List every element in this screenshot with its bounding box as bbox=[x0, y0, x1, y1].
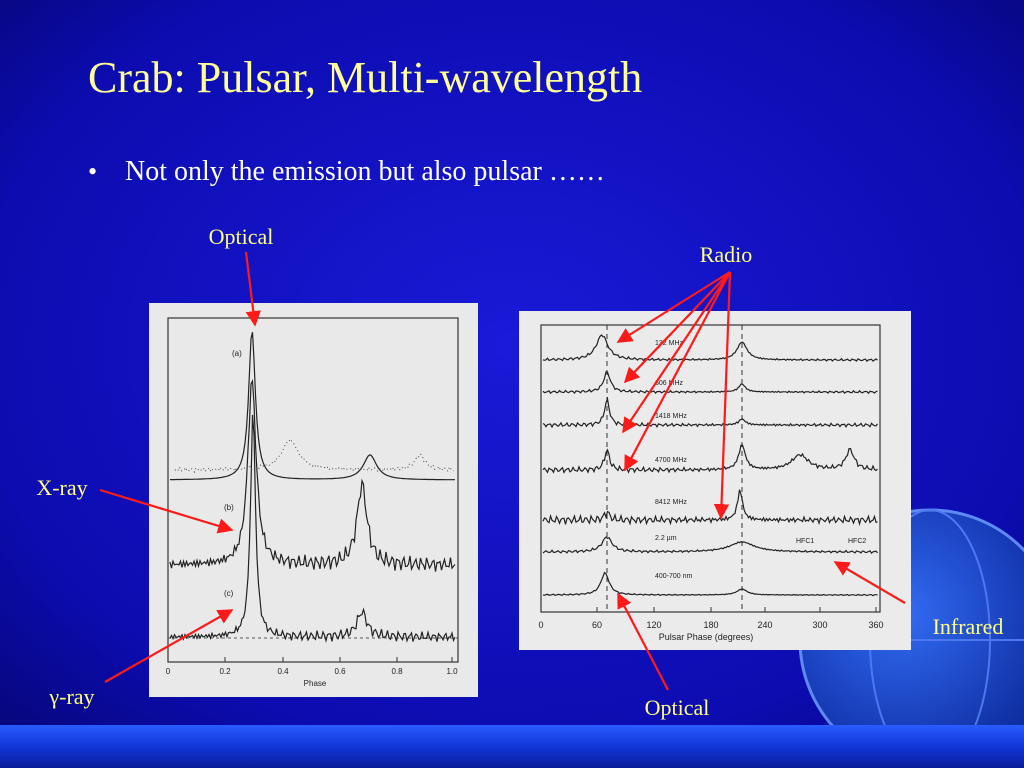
arrow bbox=[833, 561, 906, 604]
panel-label: (c) bbox=[224, 589, 234, 598]
trace-curve bbox=[542, 371, 878, 395]
arrows bbox=[99, 251, 906, 691]
arrow bbox=[624, 271, 731, 472]
annotation: Optical bbox=[645, 695, 710, 720]
marker-label: HFC2 bbox=[848, 538, 866, 545]
x-tick-label: 0.4 bbox=[277, 667, 289, 676]
x-tick-label: 300 bbox=[812, 620, 827, 630]
panel-label: (b) bbox=[224, 503, 234, 512]
trace-label: 606 MHz bbox=[655, 380, 684, 387]
profile-curve bbox=[169, 379, 456, 572]
arrow bbox=[623, 271, 731, 384]
profile-curve bbox=[170, 332, 455, 481]
trace-curve bbox=[542, 444, 878, 474]
arrow bbox=[713, 271, 732, 520]
annotation: Optical bbox=[209, 224, 274, 249]
trace-label: 2.2 µm bbox=[655, 535, 677, 542]
footer-bar bbox=[0, 725, 1024, 768]
trace-curve bbox=[542, 489, 878, 527]
trace-label: 132 MHz bbox=[655, 340, 684, 347]
trace-label: 1418 MHz bbox=[655, 413, 687, 420]
x-tick-label: 0 bbox=[538, 620, 543, 630]
trace-label: 4700 MHz bbox=[655, 457, 687, 464]
arrow bbox=[622, 271, 731, 434]
figure-background bbox=[519, 311, 911, 650]
x-tick-label: 0.2 bbox=[219, 667, 231, 676]
trace-curve bbox=[542, 334, 878, 363]
annotation: Radio bbox=[700, 242, 753, 267]
x-tick-label: 0 bbox=[166, 667, 171, 676]
slide-title: Crab: Pulsar, Multi-wavelength bbox=[88, 53, 642, 102]
arrow bbox=[244, 251, 261, 327]
marker-label: HFC1 bbox=[796, 538, 814, 545]
panel-label: (a) bbox=[232, 349, 242, 358]
trace-label: 8412 MHz bbox=[655, 499, 687, 506]
annotation: X-ray bbox=[36, 475, 87, 500]
x-tick-label: 1.0 bbox=[446, 667, 458, 676]
trace-curve bbox=[542, 396, 878, 429]
profile-curve bbox=[169, 414, 456, 643]
bullet-text: Not only the emission but also pulsar …… bbox=[125, 156, 605, 187]
x-tick-label: 240 bbox=[757, 620, 772, 630]
left-figure: (a) (b) (c) Phase 0 0.2 0.4 0.6 0.8 1.0 bbox=[149, 303, 478, 697]
arrow bbox=[616, 271, 731, 343]
x-tick-label: 180 bbox=[703, 620, 718, 630]
x-axis-label: Pulsar Phase (degrees) bbox=[659, 632, 754, 642]
trace-curve bbox=[542, 571, 878, 597]
x-tick-label: 0.6 bbox=[334, 667, 346, 676]
bullet-marker: • bbox=[88, 157, 97, 186]
arrow bbox=[617, 592, 669, 691]
arrow bbox=[104, 609, 234, 683]
annotation: Infrared bbox=[933, 614, 1004, 639]
x-axis-label: Phase bbox=[304, 679, 327, 688]
x-tick-label: 60 bbox=[592, 620, 602, 630]
x-tick-label: 360 bbox=[868, 620, 883, 630]
x-tick-label: 0.8 bbox=[391, 667, 403, 676]
trace-curve bbox=[542, 536, 878, 554]
x-tick-label: 120 bbox=[646, 620, 661, 630]
arrow bbox=[99, 488, 234, 534]
trace-label: 400-700 nm bbox=[655, 573, 693, 580]
right-figure: Pulsar Phase (degrees) HFC1 HFC2 132 MHz… bbox=[519, 311, 911, 650]
annotation: γ-ray bbox=[48, 684, 94, 709]
plot-frame bbox=[167, 317, 459, 663]
figure-background bbox=[149, 303, 478, 697]
